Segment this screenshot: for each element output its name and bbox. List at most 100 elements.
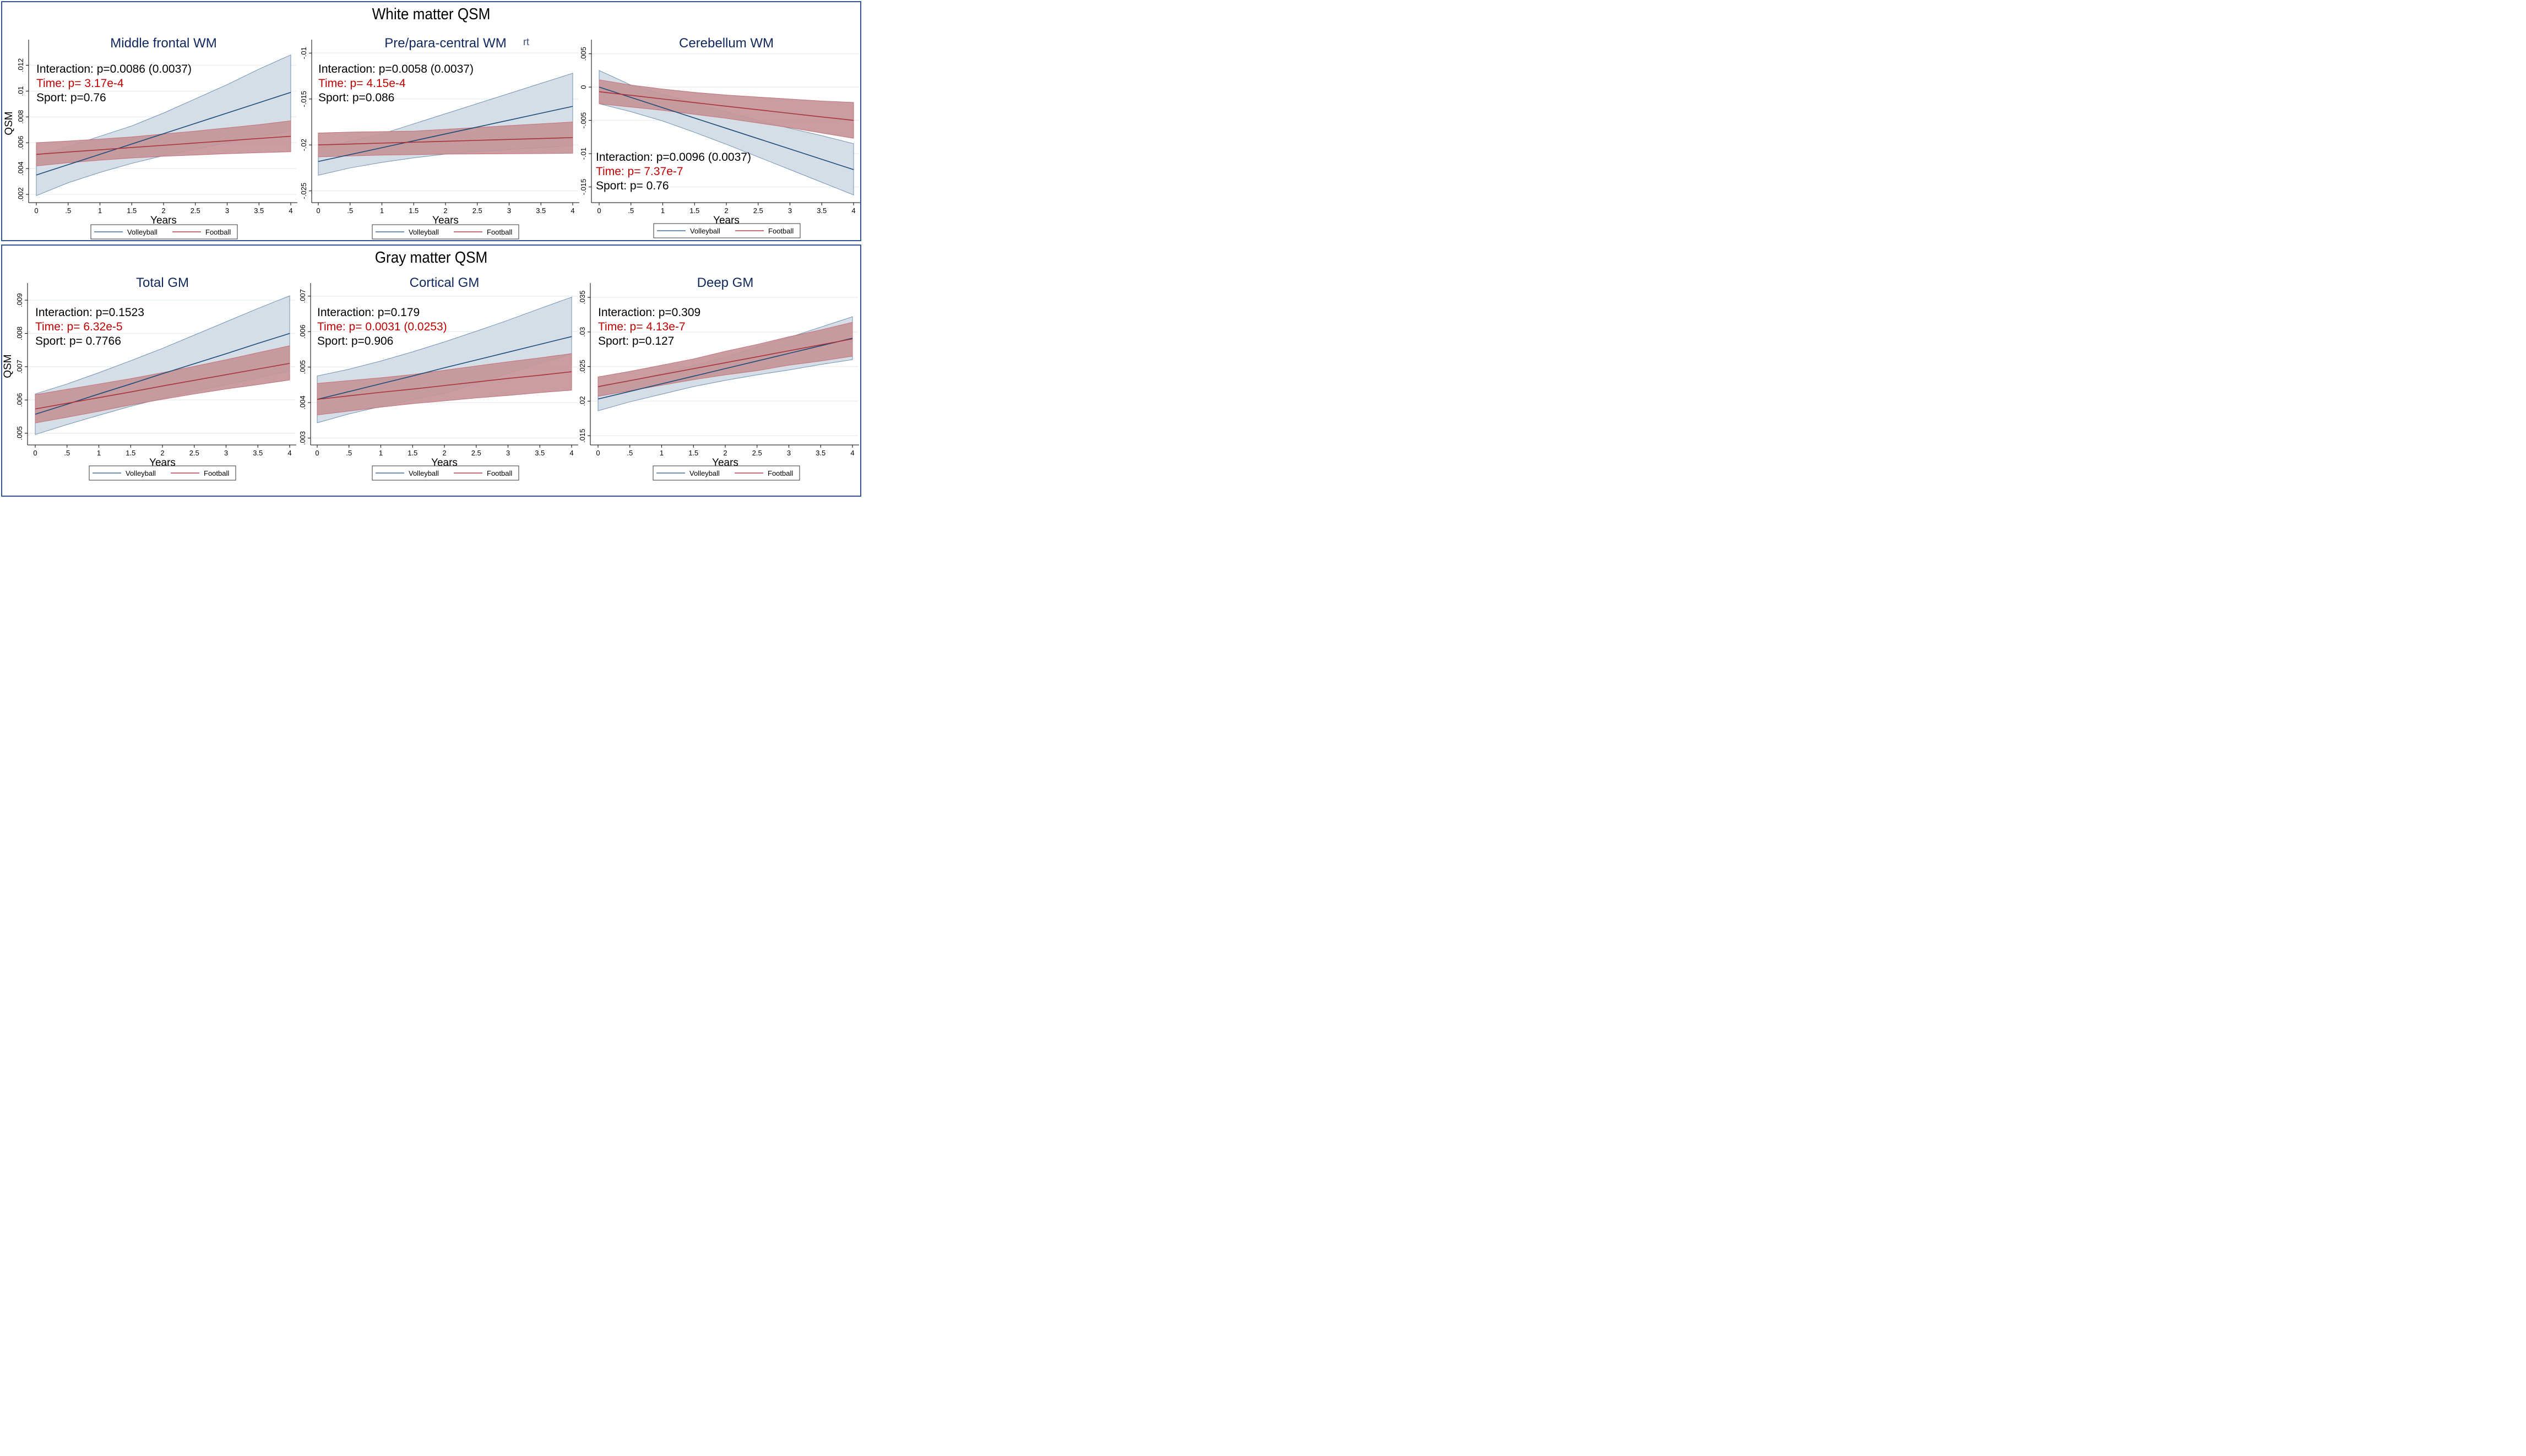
volleyball-fit-line xyxy=(597,338,853,400)
panel-title: Deep GM xyxy=(697,275,754,290)
chart-middle-frontal-wm: Middle frontal WM .002 .004 .006 .008 .01 .012… xyxy=(3,36,297,240)
x-tick-label: 4 xyxy=(851,207,855,215)
chart-deep-gm: Deep GM .015 .02 .025 .03 .035 0 .5 1 1.5 2 2.5 3 3.5… xyxy=(578,275,859,481)
y-tick-label: .01 xyxy=(17,86,25,96)
y-axis-label: QSM xyxy=(3,111,15,135)
x-tick-label: 1 xyxy=(97,449,101,457)
x-tick-label: 2.5 xyxy=(189,449,199,457)
x-tick-label: 3.5 xyxy=(535,449,545,457)
y-tick-label: .008 xyxy=(15,327,24,340)
x-tick-label: 4 xyxy=(850,449,854,457)
legend-label-volleyball: Volleyball xyxy=(409,469,439,477)
stat-annotation: Sport: p=0.086 xyxy=(318,91,394,104)
y-tick-label: -.015 xyxy=(300,91,308,107)
y-axis-label: QSM xyxy=(2,354,14,378)
x-tick-label: 3 xyxy=(224,449,228,457)
volleyball-fit-line xyxy=(599,86,854,170)
volleyball-fit-line xyxy=(36,91,291,176)
football-ci-band xyxy=(317,353,572,416)
y-tick-label: .005 xyxy=(579,47,588,61)
legend-label-football: Football xyxy=(205,228,231,236)
y-tick-label: -.005 xyxy=(579,112,588,129)
legend-label-volleyball: Volleyball xyxy=(127,228,157,236)
x-tick-label: 1.5 xyxy=(689,207,699,215)
y-tick-label: .003 xyxy=(298,431,307,445)
legend: Volleyball Football xyxy=(372,224,519,240)
y-tick-label: .015 xyxy=(578,429,586,443)
x-tick-label: 0 xyxy=(316,207,320,215)
y-tick-label: -.01 xyxy=(300,47,308,59)
x-tick-label: 3 xyxy=(507,207,511,215)
x-tick-label: 2.5 xyxy=(471,449,481,457)
football-fit-line xyxy=(317,371,572,400)
x-tick-label: 3.5 xyxy=(254,207,264,215)
x-tick-label: 3 xyxy=(788,207,792,215)
x-tick-label: .5 xyxy=(347,207,353,215)
y-tick-label: 0 xyxy=(579,85,588,89)
stat-annotation-significant: Time: p= 4.13e-7 xyxy=(598,320,686,333)
volleyball-fit-line xyxy=(318,106,573,162)
x-tick-label: 1.5 xyxy=(409,207,419,215)
x-tick-label: 1.5 xyxy=(408,449,417,457)
x-tick-label: .5 xyxy=(65,207,71,215)
stat-annotation: Sport: p= 0.76 xyxy=(596,180,669,192)
legend: Volleyball Football xyxy=(90,224,238,240)
x-tick-label: 3 xyxy=(787,449,791,457)
y-tick-label: .005 xyxy=(15,426,24,440)
x-tick-label: 2 xyxy=(442,449,446,457)
x-tick-label: 3.5 xyxy=(536,207,546,215)
y-tick-label: .004 xyxy=(298,395,307,409)
chart-cortical-gm: Cortical GM .003 .004 .005 .006 .007 0 .5 1 1.5 2 2… xyxy=(298,275,578,481)
x-tick-label: 2.5 xyxy=(472,207,482,215)
x-axis-label: Years xyxy=(150,215,177,226)
x-tick-label: 4 xyxy=(571,207,574,215)
y-tick-label: .006 xyxy=(298,325,307,339)
chart-cerebellum-wm: Cerebellum WM -.015 -.01 -.005 0 .005 0 .5 1 1.5 2… xyxy=(579,36,860,238)
stat-annotation-significant: Time: p= 0.0031 (0.0253) xyxy=(317,320,447,333)
x-tick-label: .5 xyxy=(628,207,634,215)
x-tick-label: 2 xyxy=(723,449,727,457)
stat-annotation-significant: Time: p= 7.37e-7 xyxy=(596,165,683,178)
x-tick-label: 2.5 xyxy=(753,207,763,215)
x-tick-label: 0 xyxy=(34,207,38,215)
legend-label-football: Football xyxy=(487,469,512,477)
legend: Volleyball Football xyxy=(653,223,801,238)
legend: Volleyball Football xyxy=(653,465,800,481)
y-tick-label: .02 xyxy=(578,396,586,406)
legend: Volleyball Football xyxy=(372,465,519,481)
y-tick-label: .008 xyxy=(17,110,25,124)
y-tick-label: .007 xyxy=(15,360,24,373)
x-tick-label: .5 xyxy=(627,449,633,457)
panel-title: Cortical GM xyxy=(410,275,480,290)
x-tick-label: 4 xyxy=(287,449,291,457)
x-tick-label: 0 xyxy=(33,449,37,457)
stat-annotation: Sport: p= 0.7766 xyxy=(35,335,121,347)
x-tick-label: 1.5 xyxy=(127,207,137,215)
y-tick-label: .012 xyxy=(17,58,25,72)
chart-total-gm: Total GM .005 .006 .007 .008 .009 0 .5 1 1.5 2 2.5 3… xyxy=(2,275,296,481)
football-fit-line xyxy=(318,137,573,146)
football-ci-band xyxy=(35,345,290,423)
x-tick-label: 2.5 xyxy=(191,207,200,215)
stat-annotation: Interaction: p=0.0096 (0.0037) xyxy=(596,151,751,164)
y-tick-label: .007 xyxy=(298,289,307,303)
stat-annotation: Interaction: p=0.1523 xyxy=(35,306,144,319)
x-axis-label: Years xyxy=(432,215,459,226)
football-fit-line xyxy=(597,338,853,387)
legend-label-football: Football xyxy=(204,469,229,477)
legend-label-volleyball: Volleyball xyxy=(409,228,439,236)
panel-title: Pre/para-central WM xyxy=(384,36,506,51)
legend-label-volleyball: Volleyball xyxy=(690,227,720,235)
legend-label-volleyball: Volleyball xyxy=(126,469,156,477)
legend-label-volleyball: Volleyball xyxy=(689,469,720,477)
stat-annotation: Sport: p=0.906 xyxy=(317,335,393,347)
stat-annotation-significant: Time: p= 6.32e-5 xyxy=(35,320,123,333)
x-tick-label: 2.5 xyxy=(752,449,762,457)
y-tick-label: -.015 xyxy=(579,179,588,195)
y-tick-label: .005 xyxy=(298,360,307,374)
y-tick-label: .009 xyxy=(15,293,24,307)
x-tick-label: 3.5 xyxy=(253,449,263,457)
football-fit-line xyxy=(35,363,290,410)
football-ci-band xyxy=(597,322,853,397)
y-tick-label: -.01 xyxy=(579,148,588,160)
